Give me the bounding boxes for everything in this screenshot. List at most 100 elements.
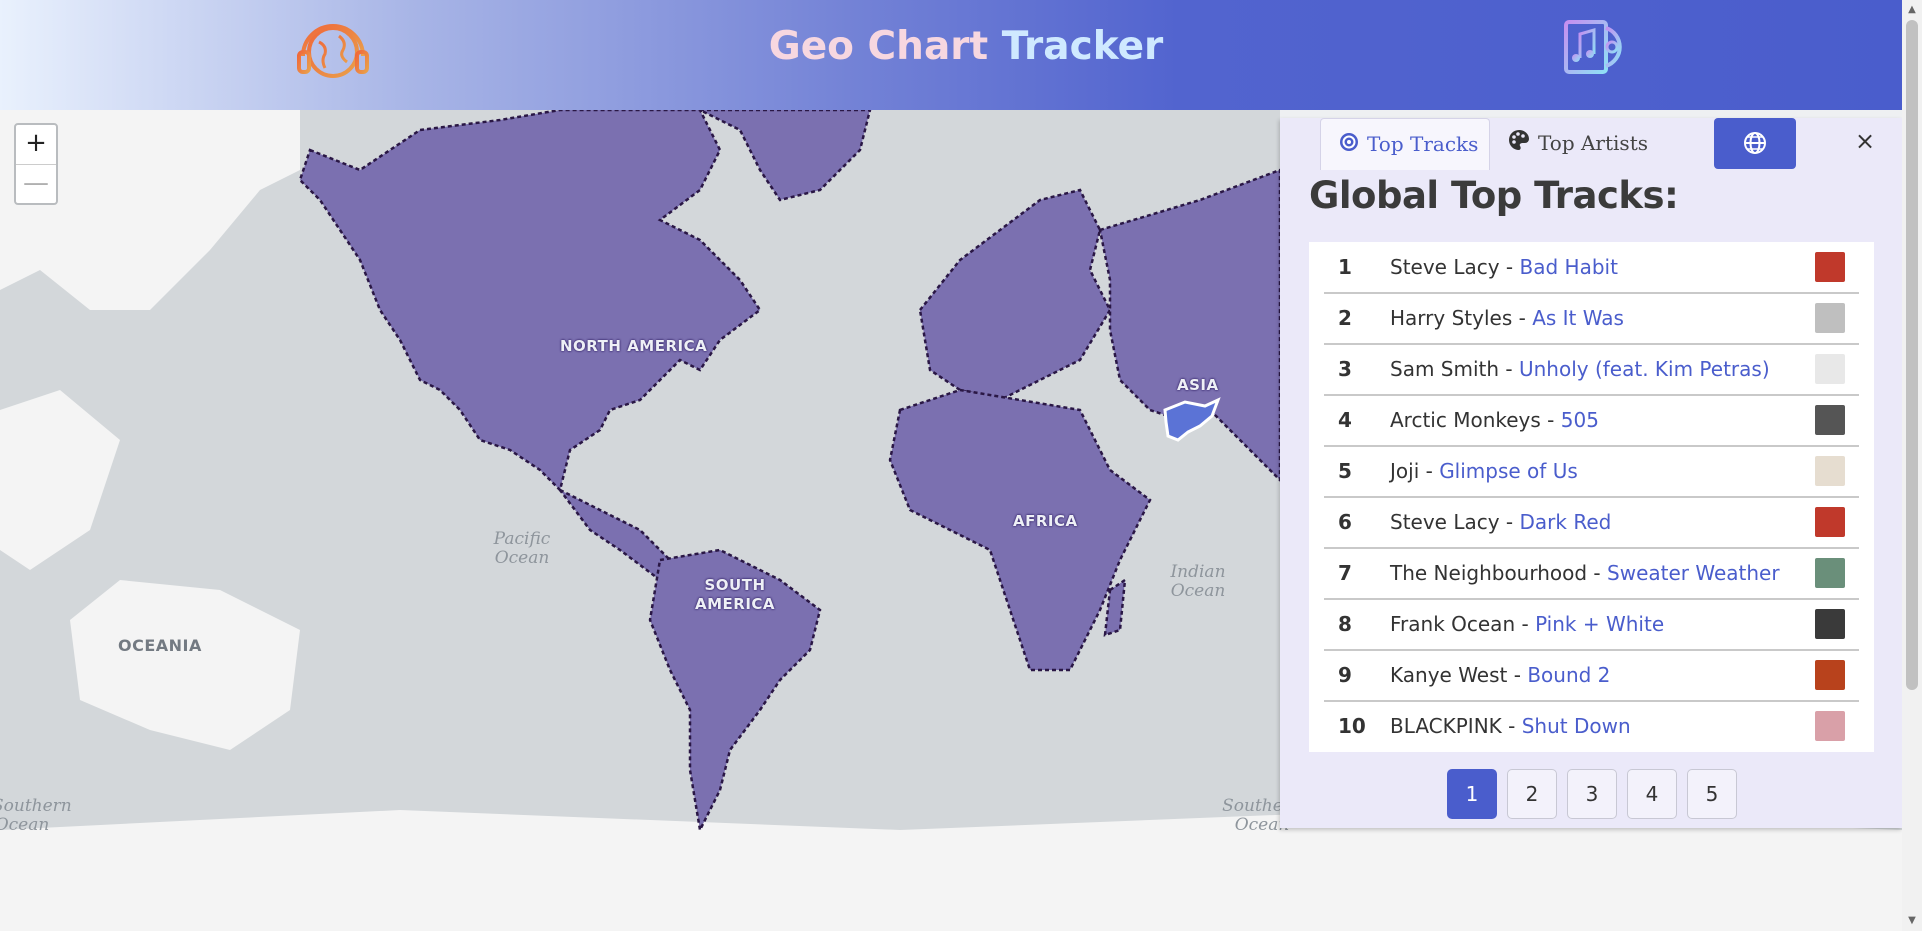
land-label-oceania: OCEANIA — [118, 636, 202, 655]
track-album-art — [1815, 303, 1845, 333]
track-row-4[interactable]: 4 Arctic Monkeys - 505 — [1324, 395, 1859, 447]
zoom-in-button[interactable]: + — [16, 125, 56, 165]
track-song-link[interactable]: Glimpse of Us — [1439, 459, 1578, 483]
track-album-art — [1815, 609, 1845, 639]
music-disc-icon — [1562, 18, 1634, 76]
track-separator: - — [1587, 561, 1608, 585]
track-song-link[interactable]: Unholy (feat. Kim Petras) — [1518, 357, 1770, 381]
region-asia[interactable] — [1098, 168, 1282, 484]
page-button-3[interactable]: 3 — [1567, 769, 1617, 819]
region-north-america[interactable] — [298, 110, 762, 493]
track-song-link[interactable]: Sweater Weather — [1607, 561, 1780, 585]
track-song-link[interactable]: Dark Red — [1519, 510, 1612, 534]
track-album-art — [1815, 711, 1845, 741]
region-label-south-america: SOUTH AMERICA — [694, 576, 776, 613]
track-artist: Harry Styles — [1390, 306, 1513, 330]
app-title-part2: Tracker — [1001, 24, 1164, 69]
close-panel-button[interactable]: × — [1854, 127, 1876, 155]
highlighted-country[interactable] — [1163, 397, 1221, 442]
region-central-america[interactable] — [559, 488, 683, 582]
land-background-australia — [70, 580, 300, 750]
page-button-2[interactable]: 2 — [1507, 769, 1557, 819]
region-africa[interactable] — [888, 388, 1152, 672]
region-label-asia: ASIA — [1177, 376, 1219, 394]
track-artist: Steve Lacy — [1390, 510, 1500, 534]
track-artist: Arctic Monkeys — [1390, 408, 1541, 432]
track-song-link[interactable]: Shut Down — [1521, 714, 1631, 738]
track-separator: - — [1507, 663, 1528, 687]
zoom-control: + — — [14, 123, 58, 205]
ocean-label-pacific: Pacific Ocean — [493, 529, 551, 568]
ocean-label-southern-left: Southern Ocean — [0, 796, 72, 835]
track-album-art — [1815, 252, 1845, 282]
tracks-list: 1 Steve Lacy - Bad Habit 2 Harry Styles … — [1309, 242, 1874, 752]
scroll-down-arrow-icon[interactable]: ▼ — [1908, 915, 1916, 926]
track-rank: 10 — [1338, 714, 1366, 738]
tab-top-artists[interactable]: Top Artists — [1490, 118, 1690, 169]
track-separator: - — [1515, 612, 1536, 636]
track-separator: - — [1419, 459, 1440, 483]
track-artist: The Neighbourhood — [1390, 561, 1588, 585]
page-button-5[interactable]: 5 — [1687, 769, 1737, 819]
track-rank: 6 — [1338, 510, 1352, 534]
track-row-9[interactable]: 9 Kanye West - Bound 2 — [1324, 650, 1859, 702]
track-artist: Kanye West — [1390, 663, 1508, 687]
track-artist: Frank Ocean — [1390, 612, 1516, 636]
track-row-2[interactable]: 2 Harry Styles - As It Was — [1324, 293, 1859, 345]
top-tracks-panel: Top Tracks Top Artists × Global Top Trac… — [1280, 118, 1902, 828]
track-album-art — [1815, 660, 1845, 690]
ocean-label-indian: Indian Ocean — [1170, 562, 1226, 601]
track-rank: 5 — [1338, 459, 1352, 483]
track-album-art — [1815, 405, 1845, 435]
track-separator: - — [1499, 255, 1520, 279]
track-rank: 3 — [1338, 357, 1352, 381]
region-madagascar[interactable] — [1103, 577, 1127, 637]
tab-top-artists-label: Top Artists — [1538, 131, 1648, 155]
zoom-out-button[interactable]: — — [23, 168, 49, 198]
global-button[interactable] — [1714, 118, 1796, 169]
page-button-4[interactable]: 4 — [1627, 769, 1677, 819]
region-europe[interactable] — [918, 188, 1112, 402]
track-song-link[interactable]: Bound 2 — [1527, 663, 1611, 687]
scroll-thumb[interactable] — [1906, 20, 1918, 690]
track-rank: 8 — [1338, 612, 1352, 636]
countries-layer[interactable] — [298, 110, 1282, 834]
app-title: Geo Chart Tracker — [0, 24, 1922, 69]
track-row-7[interactable]: 7 The Neighbourhood - Sweater Weather — [1324, 548, 1859, 600]
track-row-6[interactable]: 6 Steve Lacy - Dark Red — [1324, 497, 1859, 549]
palette-icon — [1508, 119, 1530, 170]
track-row-8[interactable]: 8 Frank Ocean - Pink + White — [1324, 599, 1859, 651]
track-song-link[interactable]: As It Was — [1532, 306, 1624, 330]
page-button-1[interactable]: 1 — [1447, 769, 1497, 819]
track-album-art — [1815, 456, 1845, 486]
track-row-5[interactable]: 5 Joji - Glimpse of Us — [1324, 446, 1859, 498]
track-row-3[interactable]: 3 Sam Smith - Unholy (feat. Kim Petras) — [1324, 344, 1859, 396]
track-row-10[interactable]: 10 BLACKPINK - Shut Down — [1324, 701, 1859, 751]
track-song-link[interactable]: 505 — [1560, 408, 1599, 432]
land-background-southeast-asia — [0, 390, 120, 570]
page-scrollbar[interactable]: ▲ ▼ — [1902, 0, 1922, 931]
tab-top-tracks[interactable]: Top Tracks — [1320, 118, 1490, 170]
region-label-north-america: NORTH AMERICA — [560, 337, 708, 355]
track-separator: - — [1501, 714, 1522, 738]
track-song-link[interactable]: Pink + White — [1535, 612, 1665, 636]
land-background-antarctica — [0, 810, 1902, 931]
track-separator: - — [1512, 306, 1533, 330]
track-artist: BLACKPINK — [1390, 714, 1502, 738]
scroll-up-arrow-icon[interactable]: ▲ — [1908, 4, 1916, 15]
panel-title: Global Top Tracks: — [1309, 174, 1679, 217]
track-song-link[interactable]: Bad Habit — [1519, 255, 1618, 279]
headphones-globe-icon — [295, 12, 371, 88]
track-artist: Joji — [1390, 459, 1420, 483]
track-album-art — [1815, 354, 1845, 384]
track-separator: - — [1499, 357, 1519, 381]
region-label-africa: AFRICA — [1013, 512, 1078, 530]
tab-top-tracks-label: Top Tracks — [1367, 132, 1479, 156]
track-rank: 7 — [1338, 561, 1352, 585]
panel-tabs: Top Tracks Top Artists — [1320, 118, 1800, 170]
track-row-1[interactable]: 1 Steve Lacy - Bad Habit — [1324, 242, 1859, 294]
track-separator: - — [1540, 408, 1561, 432]
region-greenland[interactable] — [699, 110, 872, 202]
region-south-america[interactable] — [648, 548, 822, 834]
track-rank: 1 — [1338, 255, 1352, 279]
